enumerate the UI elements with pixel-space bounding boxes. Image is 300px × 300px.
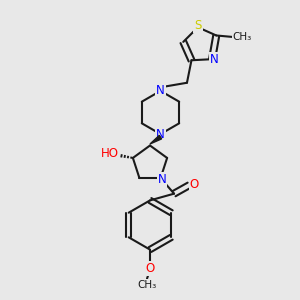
- Text: CH₃: CH₃: [233, 32, 252, 42]
- Text: N: N: [158, 173, 167, 186]
- Polygon shape: [150, 135, 162, 144]
- Text: N: N: [210, 53, 219, 66]
- Text: O: O: [146, 262, 154, 275]
- Text: N: N: [156, 84, 165, 98]
- Text: N: N: [156, 128, 165, 141]
- Text: O: O: [190, 178, 199, 191]
- Text: S: S: [194, 19, 202, 32]
- Text: CH₃: CH₃: [137, 280, 157, 290]
- Text: HO: HO: [101, 147, 119, 160]
